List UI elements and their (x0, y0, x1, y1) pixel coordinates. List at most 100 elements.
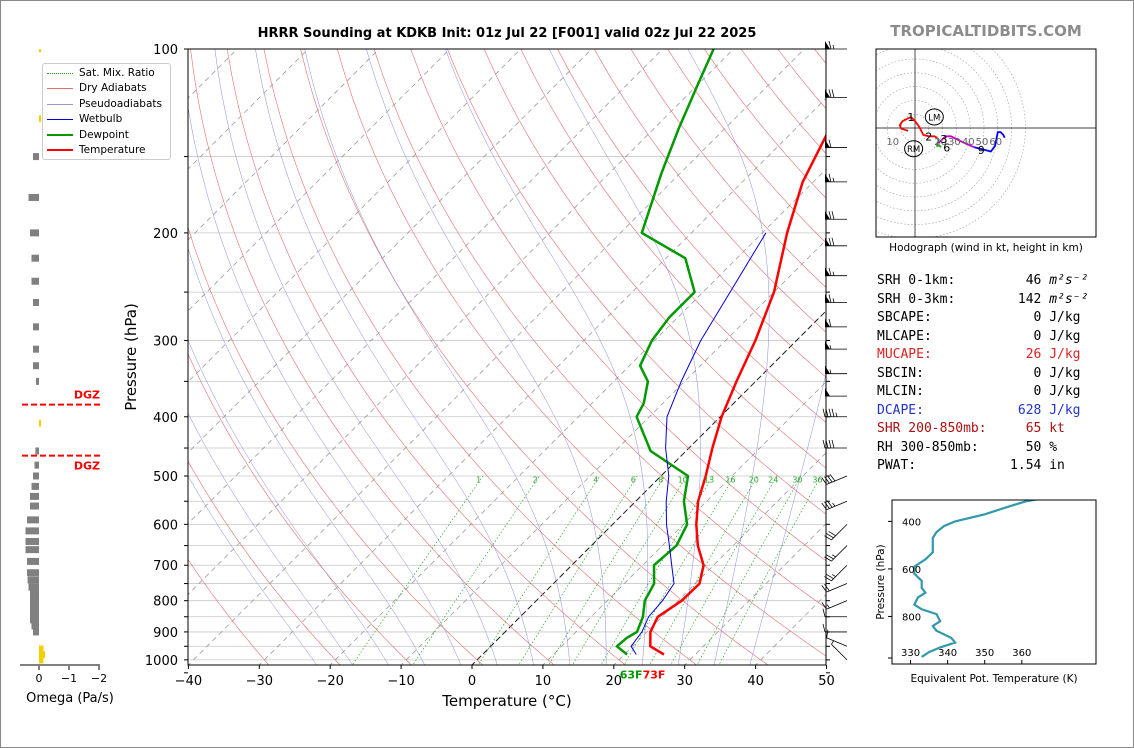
wind-barb-full (831, 211, 835, 220)
wind-barb-full (828, 139, 832, 148)
hodograph-height-label: 2 (925, 130, 932, 143)
omega-bar (28, 193, 39, 201)
index-unit: J/kg (1041, 384, 1081, 399)
y-tick-label: 1000 (145, 654, 178, 669)
theta-e-x-tick-label: 350 (975, 648, 994, 659)
index-unit: % (1041, 439, 1058, 455)
omega-bar (27, 557, 39, 565)
omega-tick-label: 0 (36, 672, 43, 685)
theta-e-x-tick-label: 340 (938, 648, 957, 659)
omega-bar (30, 597, 39, 605)
wind-barb-full (826, 574, 834, 580)
x-tick-label: 40 (747, 674, 764, 689)
y-tick-label: 500 (153, 470, 178, 485)
wind-barb-half (831, 574, 836, 577)
dry-adiabat (557, 49, 826, 378)
surface-temp-label: 73F (643, 669, 666, 682)
wind-barb-full (828, 89, 832, 98)
y-tick-label: 200 (153, 227, 178, 242)
wind-barb-full (824, 476, 830, 484)
dry-adiabat (226, 49, 626, 665)
omega-bar (25, 527, 39, 535)
index-row: SRH 0-3km: 142 m²s⁻² (877, 291, 1088, 310)
index-value: 0 (1002, 384, 1042, 399)
mixing-ratio-label: 13 (704, 475, 714, 484)
mixing-ratio-line (412, 475, 540, 665)
wind-barb-flag (825, 294, 830, 303)
mixing-ratio-line (518, 475, 638, 665)
wind-barb-flag (825, 41, 830, 49)
omega-bar (30, 590, 39, 598)
x-tick-label: −20 (316, 674, 343, 689)
wind-barb-full (828, 211, 832, 220)
hodograph-ring-label: 10 (886, 137, 899, 148)
isotherm (684, 523, 826, 665)
wind-barb (825, 294, 847, 303)
mixing-ratio-label: 1 (476, 475, 481, 484)
index-row: MLCIN: 0 J/kg (877, 383, 1088, 402)
wind-barb-flag (825, 365, 830, 374)
wind-barb-half (832, 271, 835, 276)
mixing-ratio-label: 24 (768, 475, 778, 484)
wind-barb-full (822, 623, 826, 633)
wind-barb-full (828, 318, 832, 327)
index-value: 0 (1002, 310, 1042, 325)
mixing-ratio-line (670, 475, 778, 665)
index-value: 26 (1002, 347, 1042, 362)
wind-barb-full (826, 629, 829, 638)
theta-e-y-tick-label: 600 (902, 565, 921, 576)
profile-temperature (649, 133, 826, 656)
index-label: MLCAPE: (877, 328, 1003, 344)
wind-barb-flag (825, 388, 830, 397)
index-row: SBCAPE: 0 J/kg (877, 309, 1088, 328)
dry-adiabat (447, 49, 826, 515)
hodograph-frame (875, 48, 1097, 238)
moist-adiabat (188, 475, 318, 665)
index-label: MUCAPE: (877, 347, 1003, 362)
hodograph-ring-label: 20 (934, 137, 947, 148)
index-value: 1.54 (1002, 458, 1042, 473)
wind-barb-staff (826, 500, 848, 511)
wind-barb (821, 583, 848, 593)
index-unit: J/kg (1041, 347, 1081, 362)
mixing-ratio-line (571, 475, 687, 665)
mixing-ratio-line (718, 475, 822, 665)
omega-bar (27, 576, 39, 584)
dgz-label: DGZ (74, 389, 100, 402)
x-tick-label: −40 (175, 674, 202, 689)
wind-barb (821, 474, 848, 485)
hodograph-marker (904, 140, 924, 158)
index-value: 0 (1002, 328, 1042, 344)
wind-barb-full (831, 439, 835, 449)
wind-barb (821, 600, 848, 610)
hodograph-ring-label: 40 (962, 137, 975, 148)
moist-adiabat (366, 49, 607, 665)
wind-barb-full (824, 556, 832, 562)
x-tick-label: −30 (246, 674, 273, 689)
hodograph-height-label: 6 (943, 141, 950, 154)
wind-barb-half (832, 177, 835, 182)
omega-tick-label: −2 (91, 672, 107, 685)
omega-bar (30, 492, 39, 500)
omega-bar (25, 546, 39, 554)
moist-adiabat (304, 49, 571, 665)
legend-label: Temperature (79, 144, 146, 156)
hodograph-height-label: 3 (940, 133, 947, 146)
skewt-axes-frame (187, 48, 827, 666)
legend: Sat. Mix. Ratio Dry Adiabats Pseudoadiab… (42, 63, 171, 160)
dry-adiabat (704, 49, 826, 199)
wind-barb (831, 640, 848, 661)
legend-item-dewpoint: Dewpoint (47, 128, 129, 142)
chart-title: HRRR Sounding at KDKB Init: 01z Jul 22 [… (257, 26, 757, 41)
index-row: SRH 0-1km: 46 m²s⁻² (877, 272, 1088, 291)
mixing-ratio-label: 20 (749, 475, 759, 484)
wind-barb (825, 139, 847, 148)
index-value: 46 (1002, 273, 1042, 288)
x-tick-label: 10 (535, 674, 552, 689)
index-unit: J/kg (1041, 402, 1081, 418)
index-label: SBCAPE: (877, 310, 1003, 325)
x-tick-label: 20 (606, 674, 623, 689)
wind-barb-full (824, 535, 832, 541)
wind-barb (822, 408, 847, 418)
omega-bar (39, 645, 44, 653)
